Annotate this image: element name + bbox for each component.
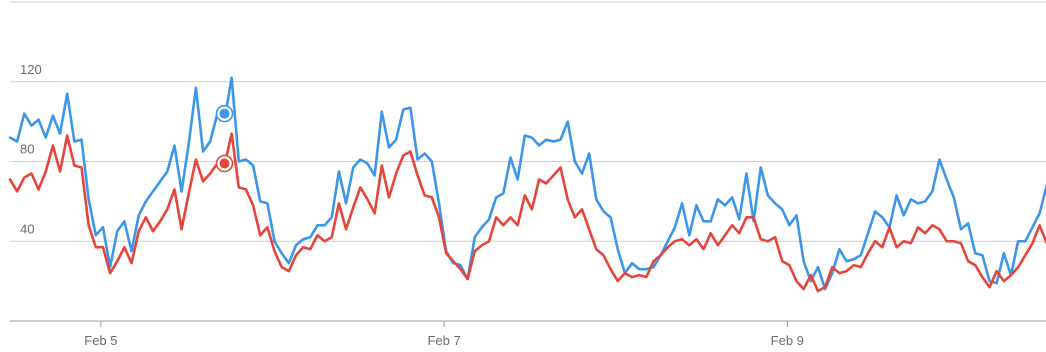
y-tick-label: 120 [20, 62, 42, 77]
y-axis-ticks: 1601208040 [20, 62, 42, 237]
highlight-marker-series-1[interactable] [215, 104, 234, 123]
series-line-2 [8, 132, 1046, 293]
x-tick-label: Feb 5 [84, 333, 117, 348]
x-axis-ticks: Feb 5 Feb 7 Feb 9 [84, 321, 804, 348]
highlight-marker-series-2[interactable] [215, 154, 234, 173]
y-tick-label: 40 [20, 221, 34, 236]
series-line-1 [8, 76, 1046, 291]
x-tick-label: Feb 9 [771, 333, 804, 348]
marker-dot [219, 158, 230, 169]
highlight-markers [215, 104, 234, 173]
series-lines [8, 76, 1046, 293]
grid-lines [10, 1, 1046, 242]
marker-dot [219, 108, 230, 119]
y-tick-label: 80 [20, 142, 34, 157]
x-tick-label: Feb 7 [427, 333, 460, 348]
